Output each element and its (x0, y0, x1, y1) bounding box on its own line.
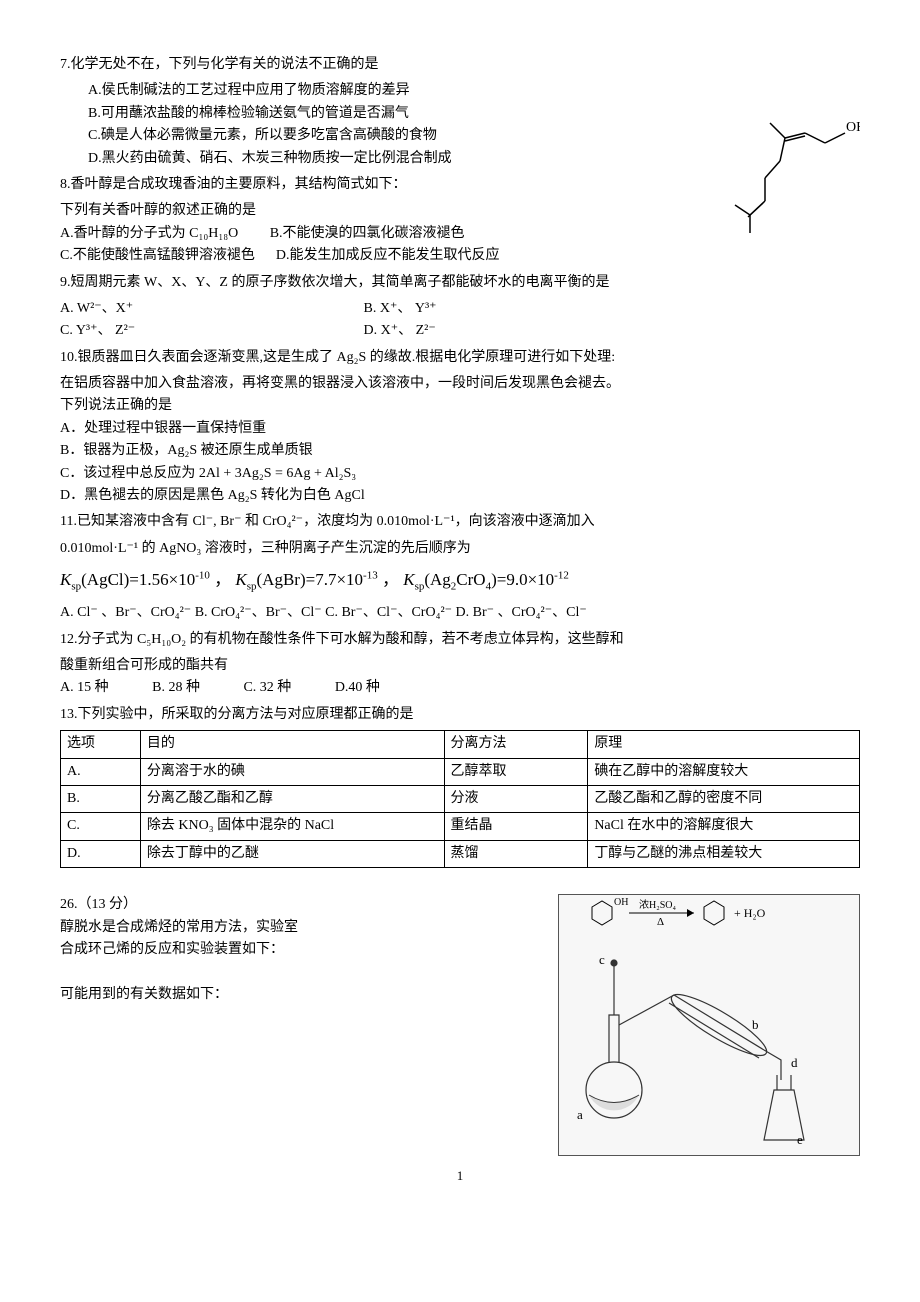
q9-opt-b: B. X⁺、 Y³⁺ (364, 301, 437, 316)
q12-opts: A. 15 种 B. 28 种 C. 32 种 D.40 种 (60, 677, 860, 699)
label-e: e (797, 1130, 803, 1151)
q10-stem3: 下列说法正确的是 (60, 395, 860, 417)
q13-r3c2: 蒸馏 (444, 840, 588, 867)
q11-ksp: Ksp(AgCl)=1.56×10-10 ， Ksp(AgBr)=7.7×10-… (60, 566, 860, 596)
q9-opt-d: D. X⁺、 Z²⁻ (364, 323, 436, 338)
table-header-row: 选项 目的 分离方法 原理 (61, 731, 860, 758)
q13-h2: 分离方法 (444, 731, 588, 758)
q13-stem: 13.下列实验中，所采取的分离方法与对应原理都正确的是 (60, 704, 860, 726)
q12-stem2: 酸重新组合可形成的酯共有 (60, 655, 860, 677)
q13-r1c0: B. (61, 785, 141, 812)
q13-r1c1: 分离乙酸乙酯和乙醇 (140, 785, 444, 812)
oh-label: OH (846, 120, 860, 135)
q13-r0c1: 分离溶于水的碘 (140, 758, 444, 785)
q13-r2c1: 除去 KNO₃ 固体中混杂的 NaCl (140, 813, 444, 840)
q13-h0: 选项 (61, 731, 141, 758)
q13-r0c2: 乙醇萃取 (444, 758, 588, 785)
q11-stem2: 0.010mol·L⁻¹ 的 AgNO₃ 溶液时，三种阴离子产生沉淀的先后顺序为 (60, 538, 860, 560)
q13-h3: 原理 (588, 731, 860, 758)
geraniol-structure: OH (710, 103, 860, 243)
q13-r2c2: 重结晶 (444, 813, 588, 840)
page-number: 1 (60, 1166, 860, 1187)
q12-stem1: 12.分子式为 C₅H₁₀O₂ 的有机物在酸性条件下可水解为酸和醇，若不考虑立体… (60, 629, 860, 651)
q12-opt-a: A. 15 种 (60, 680, 109, 695)
q8-opt-d: D.能发生加成反应不能发生取代反应 (276, 248, 500, 263)
label-b: b (752, 1015, 759, 1036)
q10-opt-b: B．银器为正极，Ag₂S 被还原生成单质银 (60, 440, 860, 462)
svg-text:浓H₂SO₄: 浓H₂SO₄ (639, 899, 676, 911)
q11-opts: A. Cl⁻ 、Br⁻、CrO₄²⁻ B. CrO₄²⁻、Br⁻、Cl⁻ C. … (60, 602, 860, 624)
q13-r3c3: 丁醇与乙醚的沸点相差较大 (588, 840, 860, 867)
svg-text:Δ: Δ (657, 916, 664, 928)
q9-opt-c: C. Y³⁺、 Z²⁻ (60, 320, 360, 342)
q13-h1: 目的 (140, 731, 444, 758)
q12-opt-b: B. 28 种 (152, 680, 200, 695)
label-c: c (599, 950, 605, 971)
table-row: B. 分离乙酸乙酯和乙醇 分液 乙酸乙酯和乙醇的密度不同 (61, 785, 860, 812)
q13-r1c2: 分液 (444, 785, 588, 812)
svg-text:+ H₂O: + H₂O (734, 906, 766, 920)
apparatus-figure: OH 浓H₂SO₄ Δ + H₂O (558, 894, 860, 1156)
q9-opt-a: A. W²⁻、X⁺ (60, 298, 360, 320)
q13-r0c0: A. (61, 758, 141, 785)
q10-opt-d: D．黑色褪去的原因是黑色 Ag₂S 转化为白色 AgCl (60, 485, 860, 507)
q8-opts-row2: C.不能使酸性高锰酸钾溶液褪色 D.能发生加成反应不能发生取代反应 (60, 245, 860, 267)
label-a: a (577, 1105, 583, 1126)
q12-opt-d: D.40 种 (335, 680, 380, 695)
q9-row1: A. W²⁻、X⁺ B. X⁺、 Y³⁺ (60, 298, 860, 320)
q10-opt-c: C．该过程中总反应为 2Al + 3Ag₂S = 6Ag + Al₂S₃ (60, 463, 860, 485)
q7-opt-a: A.侯氏制碱法的工艺过程中应用了物质溶解度的差异 (60, 80, 860, 102)
q13-r3c0: D. (61, 840, 141, 867)
q12-opt-c: C. 32 种 (243, 680, 291, 695)
q13-r0c3: 碘在乙醇中的溶解度较大 (588, 758, 860, 785)
q10-stem1: 10.银质器皿日久表面会逐渐变黑,这是生成了 Ag₂S 的缘故.根据电化学原理可… (60, 347, 860, 369)
q13-r2c0: C. (61, 813, 141, 840)
q13-r3c1: 除去丁醇中的乙醚 (140, 840, 444, 867)
table-row: D. 除去丁醇中的乙醚 蒸馏 丁醇与乙醚的沸点相差较大 (61, 840, 860, 867)
q10-opt-a: A．处理过程中银器一直保持恒重 (60, 418, 860, 440)
q11-stem1: 11.已知某溶液中含有 Cl⁻, Br⁻ 和 CrO₄²⁻，浓度均为 0.010… (60, 511, 860, 533)
q10-stem2: 在铝质容器中加入食盐溶液，再将变黑的银器浸入该溶液中，一段时间后发现黑色会褪去。 (60, 373, 860, 395)
table-row: C. 除去 KNO₃ 固体中混杂的 NaCl 重结晶 NaCl 在水中的溶解度很… (61, 813, 860, 840)
label-d: d (791, 1053, 798, 1074)
svg-text:OH: OH (614, 897, 628, 908)
q9-stem: 9.短周期元素 W、X、Y、Z 的原子序数依次增大，其简单离子都能破坏水的电离平… (60, 272, 860, 294)
q9-row2: C. Y³⁺、 Z²⁻ D. X⁺、 Z²⁻ (60, 320, 860, 342)
q8-opt-a: A.香叶醇的分子式为 C₁₀H₁₈O (60, 226, 238, 241)
q13-r2c3: NaCl 在水中的溶解度很大 (588, 813, 860, 840)
q8-opt-c: C.不能使酸性高锰酸钾溶液褪色 (60, 248, 255, 263)
q13-r1c3: 乙酸乙酯和乙醇的密度不同 (588, 785, 860, 812)
q8-opt-b: B.不能使溴的四氯化碳溶液褪色 (270, 226, 465, 241)
q7-stem: 7.化学无处不在，下列与化学有关的说法不正确的是 (60, 54, 860, 76)
table-row: A. 分离溶于水的碘 乙醇萃取 碘在乙醇中的溶解度较大 (61, 758, 860, 785)
q13-table: 选项 目的 分离方法 原理 A. 分离溶于水的碘 乙醇萃取 碘在乙醇中的溶解度较… (60, 730, 860, 868)
